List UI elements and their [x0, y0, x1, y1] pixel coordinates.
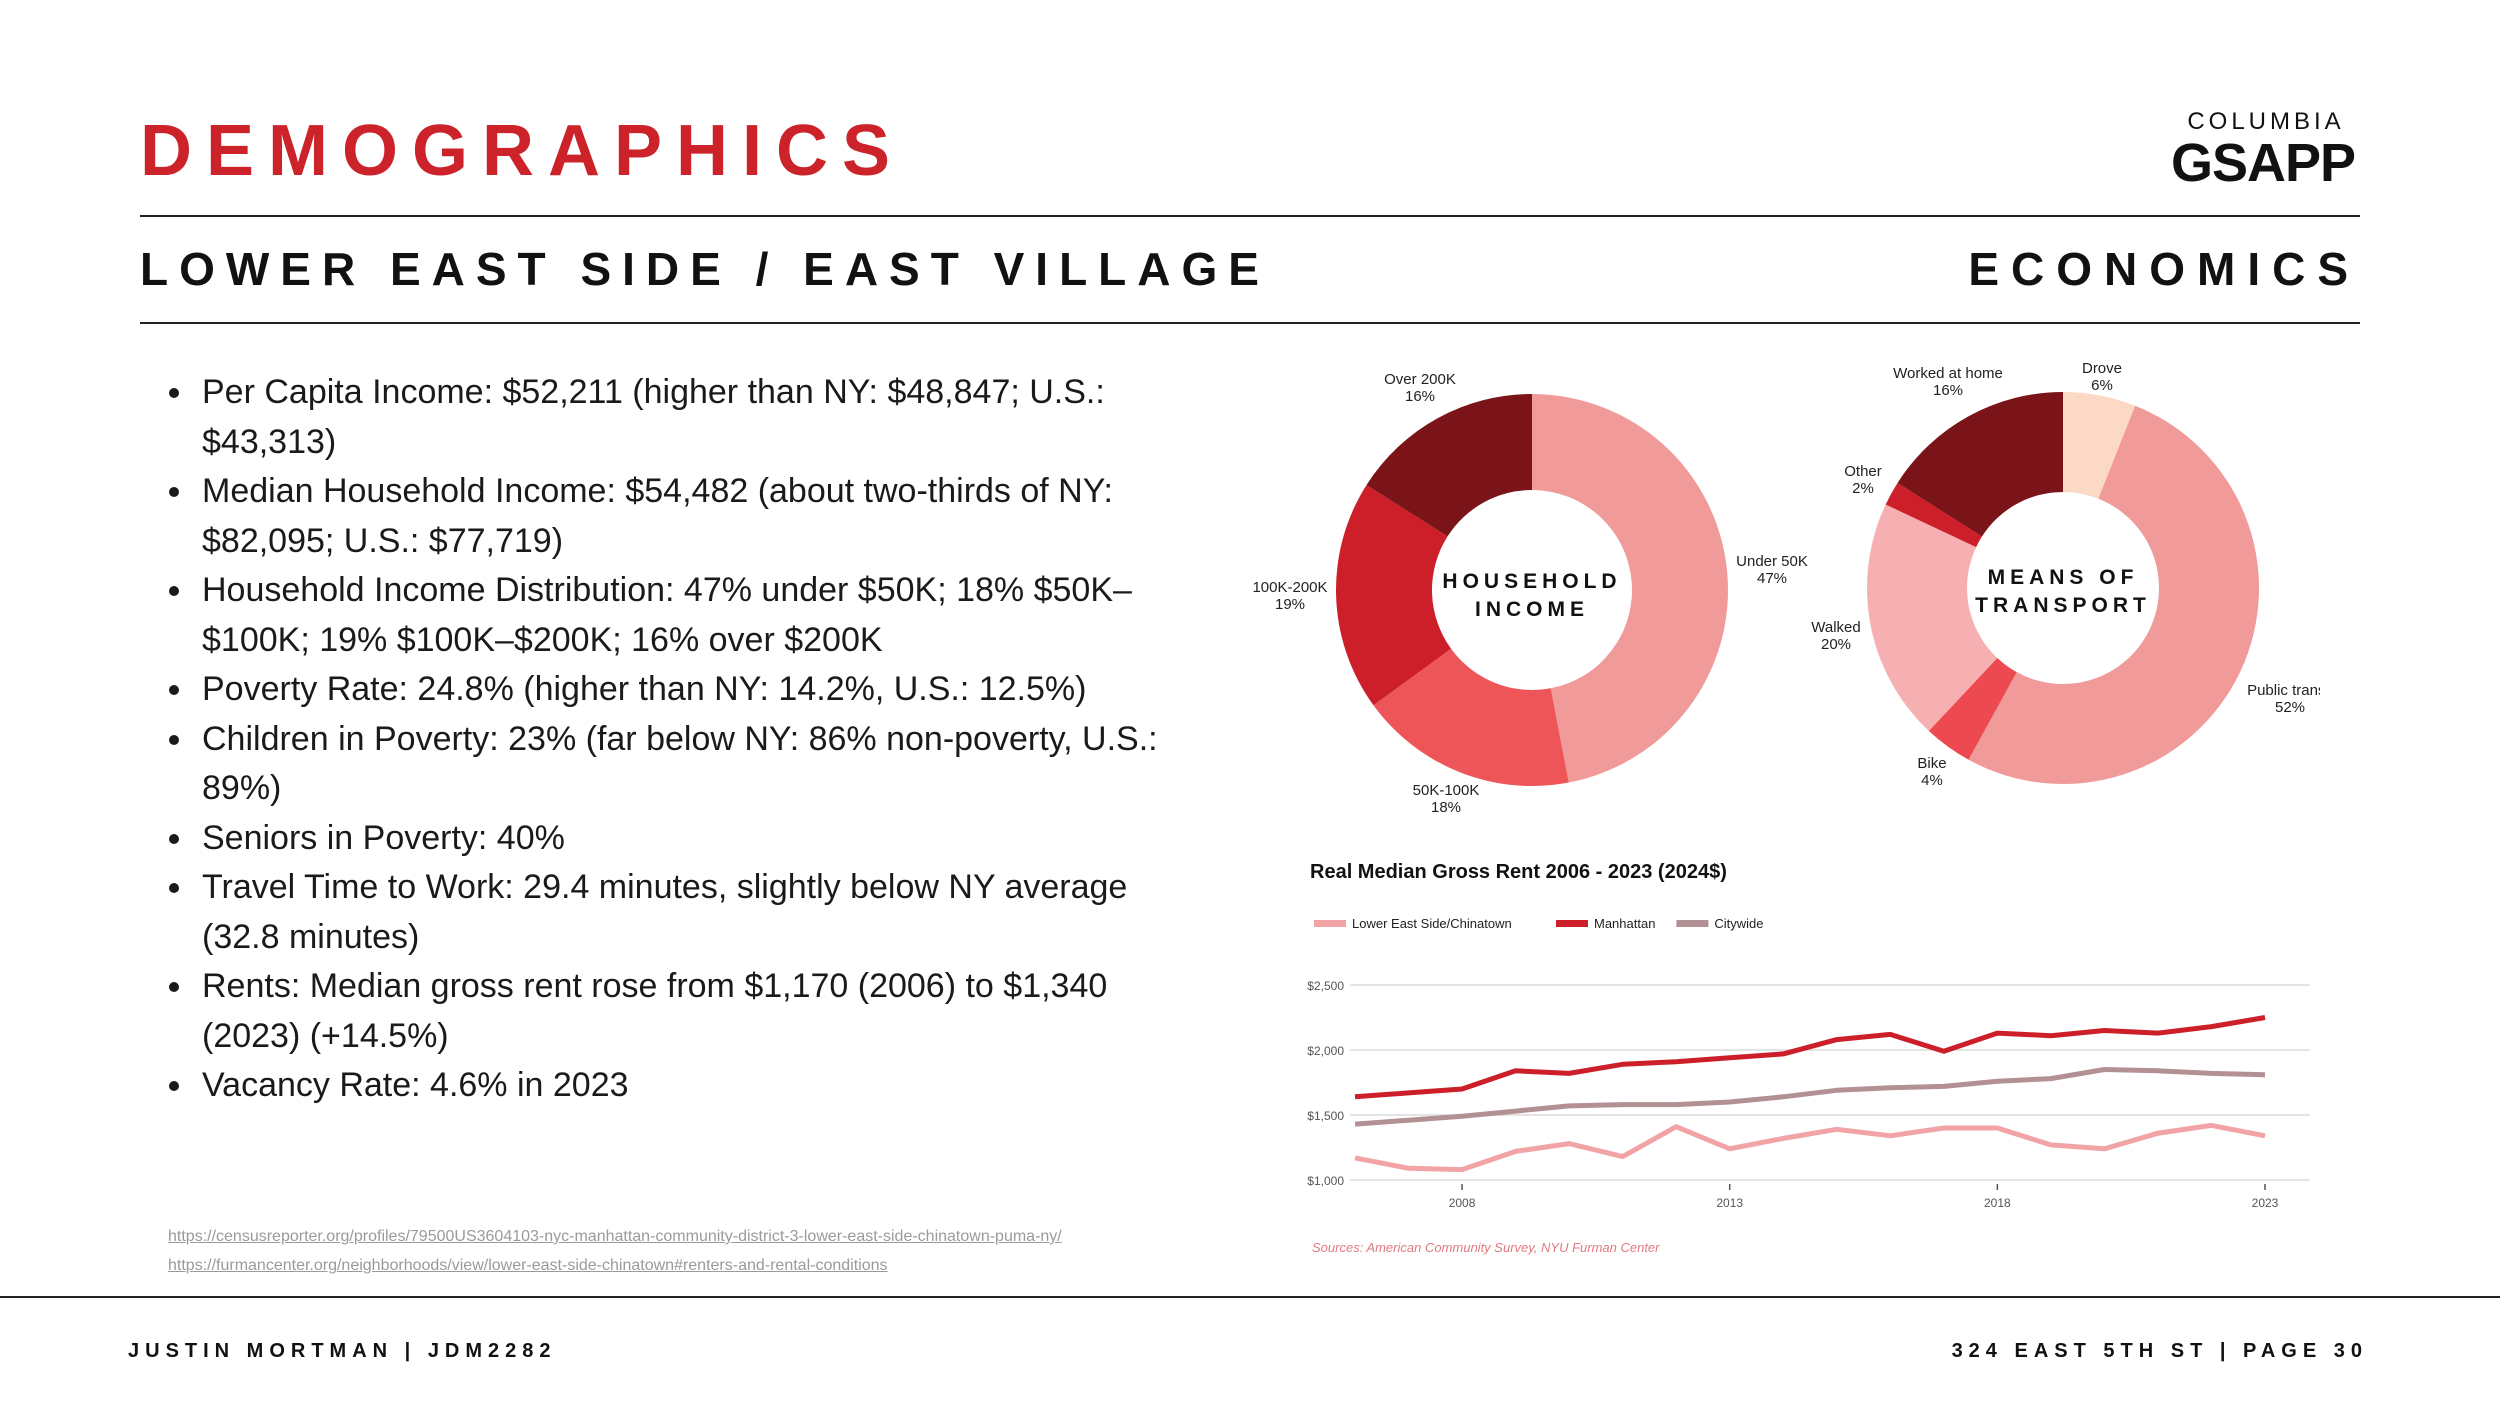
section-topic: ECONOMICS [1968, 243, 2360, 295]
series-line-manhattan [1354, 1015, 2266, 1100]
slice-percent-label: 6% [2091, 377, 2113, 394]
y-tick-label: $2,500 [1307, 979, 1344, 993]
slice-percent-label: 20% [1821, 636, 1851, 653]
slice-percent-label: 47% [1757, 570, 1787, 587]
slice-label: Public transit [2247, 682, 2320, 699]
x-tick-label: 2013 [1716, 1196, 1743, 1210]
legend-swatch [1556, 920, 1588, 927]
donut-slice-over-200k [1366, 394, 1532, 537]
source-links: https://censusreporter.org/profiles/7950… [168, 1222, 1062, 1280]
chart-title: Real Median Gross Rent 2006 - 2023 (2024… [1310, 861, 1727, 883]
legend-swatch [1314, 920, 1346, 927]
slice-label: 100K-200K [1252, 579, 1327, 596]
donut-center-label: HOUSEHOLD [1442, 570, 1621, 593]
slice-percent-label: 19% [1275, 596, 1305, 613]
header-divider [140, 215, 2360, 217]
slice-label: Walked [1811, 619, 1860, 636]
legend-label: Manhattan [1594, 916, 1655, 931]
bullet-item: Travel Time to Work: 29.4 minutes, sligh… [196, 863, 1196, 962]
donut-slice-walked [1867, 504, 1998, 731]
subtitle-divider [140, 322, 2360, 324]
series-line-lower-east-side-chinatown [1354, 1122, 2266, 1173]
footer-author: JUSTIN MORTMAN | JDM2282 [128, 1340, 557, 1362]
slice-label: Over 200K [1384, 371, 1456, 388]
legend-swatch [1676, 920, 1709, 927]
donut-center-label: TRANSPORT [1975, 594, 2151, 617]
slice-label: Worked at home [1893, 365, 2003, 382]
donut-slice-drove [2063, 392, 2136, 499]
slice-percent-label: 4% [1921, 772, 1943, 789]
logo-columbia: COLUMBIA [2187, 108, 2345, 135]
bullet-item: Vacancy Rate: 4.6% in 2023 [196, 1061, 1196, 1111]
bullet-list: Per Capita Income: $52,211 (higher than … [160, 368, 1196, 1111]
section-subtitle: LOWER EAST SIDE / EAST VILLAGE [140, 243, 1270, 295]
chart-source: Sources: American Community Survey, NYU … [1312, 1240, 1660, 1255]
bullet-item: Median Household Income: $54,482 (about … [196, 467, 1196, 566]
donut-slice-50k-100k [1373, 648, 1569, 786]
donut-slice-100k-200k [1336, 484, 1452, 706]
bullet-item: Seniors in Poverty: 40% [196, 814, 1196, 864]
footer-page: 324 EAST 5TH ST | PAGE 30 [1951, 1340, 2368, 1362]
logo-gsapp: GSAPP [2170, 133, 2356, 193]
slice-percent-label: 16% [1933, 382, 1963, 399]
donut-slice-bike [1928, 657, 2017, 760]
source-link-furmancenter[interactable]: https://furmancenter.org/neighborhoods/v… [168, 1257, 888, 1274]
slice-percent-label: 2% [1852, 480, 1874, 497]
page-title: DEMOGRAPHICS [140, 111, 905, 191]
donut-slice-under-50k [1532, 394, 1728, 783]
x-tick-label: 2023 [2252, 1196, 2279, 1210]
bullet-item: Poverty Rate: 24.8% (higher than NY: 14.… [196, 665, 1196, 715]
slice-percent-label: 18% [1431, 799, 1461, 816]
bullet-item: Household Income Distribution: 47% under… [196, 566, 1196, 665]
rent-line-chart: Real Median Gross Rent 2006 - 2023 (2024… [1307, 861, 2310, 1255]
slice-label: 50K-100K [1413, 782, 1480, 799]
bullet-item: Per Capita Income: $52,211 (higher than … [196, 368, 1196, 467]
legend-label: Citywide [1714, 916, 1763, 931]
series-line-citywide [1354, 1067, 2266, 1127]
slice-label: Under 50K [1736, 553, 1808, 570]
y-tick-label: $2,000 [1307, 1044, 1344, 1058]
donut-center-label: MEANS OF [1988, 566, 2139, 589]
bullet-item: Rents: Median gross rent rose from $1,17… [196, 962, 1196, 1061]
donut-slice-worked-at-home [1897, 392, 2063, 537]
legend-label: Lower East Side/Chinatown [1352, 916, 1512, 931]
donut-center-label: INCOME [1475, 598, 1589, 621]
slice-label: Other [1844, 463, 1882, 480]
slice-label: Bike [1917, 755, 1946, 772]
slice-label: Drove [2082, 360, 2122, 377]
x-tick-label: 2018 [1984, 1196, 2011, 1210]
y-tick-label: $1,500 [1307, 1109, 1344, 1123]
donut-slice-other [1885, 482, 1982, 548]
bullet-item: Children in Poverty: 23% (far below NY: … [196, 715, 1196, 814]
donut-slice-public-transit [1968, 405, 2259, 784]
slice-percent-label: 52% [2275, 699, 2305, 716]
x-tick-label: 2008 [1449, 1196, 1476, 1210]
y-tick-label: $1,000 [1307, 1174, 1344, 1188]
source-link-censusreporter[interactable]: https://censusreporter.org/profiles/7950… [168, 1228, 1062, 1245]
slice-percent-label: 16% [1405, 388, 1435, 405]
footer-divider [0, 1296, 2500, 1298]
